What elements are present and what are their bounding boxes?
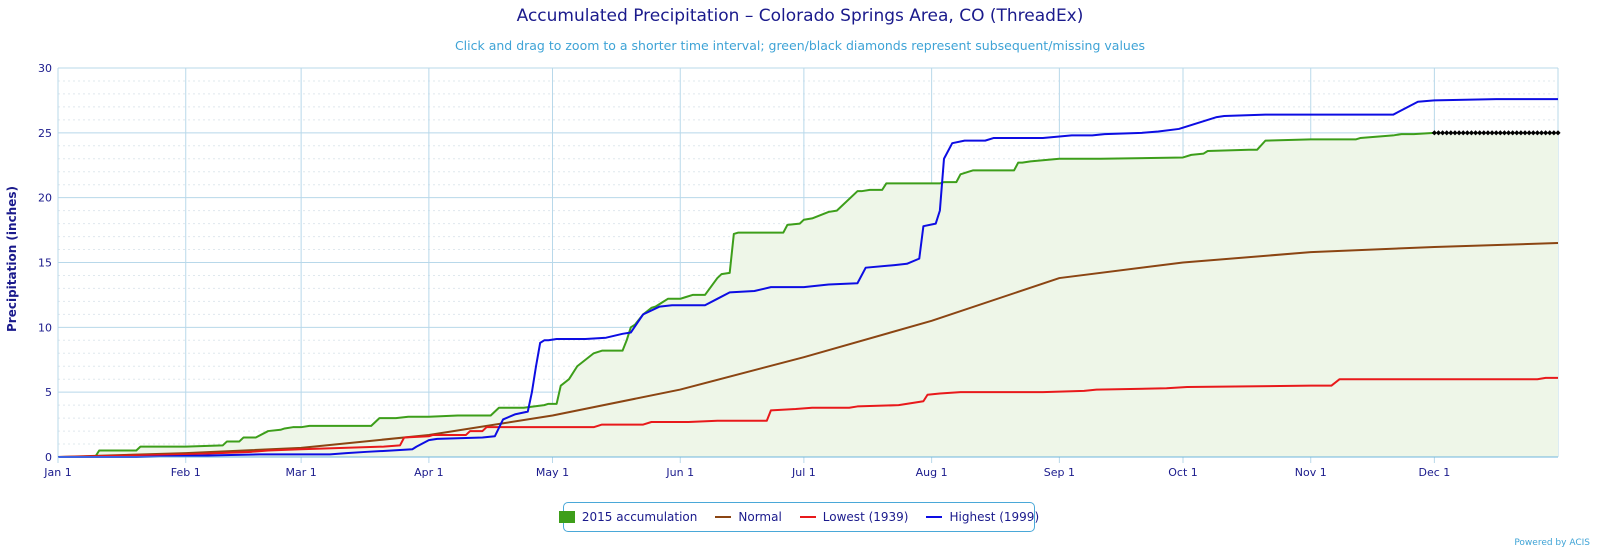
missing-value-diamond <box>1477 130 1483 136</box>
x-tick-label: Jan 1 <box>43 466 71 479</box>
legend-item-accumulation[interactable]: 2015 accumulation <box>558 510 698 524</box>
missing-value-diamond <box>1489 130 1495 136</box>
x-tick-label: Aug 1 <box>916 466 948 479</box>
missing-value-diamond <box>1501 130 1508 136</box>
missing-value-diamond <box>1551 130 1557 136</box>
x-tick-label: Nov 1 <box>1295 466 1327 479</box>
y-tick-label: 0 <box>45 451 52 464</box>
series-layer <box>57 98 1561 458</box>
chart-title: Accumulated Precipitation – Colorado Spr… <box>516 6 1084 26</box>
x-tick-label: Apr 1 <box>414 466 444 479</box>
missing-value-diamond <box>1543 130 1549 136</box>
y-tick-label: 10 <box>38 321 52 334</box>
legend-swatch-accumulation <box>558 511 575 523</box>
missing-value-diamond <box>1518 130 1524 136</box>
series-lowest-line <box>57 376 1558 458</box>
missing-value-diamond <box>1522 130 1528 136</box>
chart-subtitle: Click and drag to zoom to a shorter time… <box>454 38 1146 53</box>
missing-value-diamond <box>1493 130 1499 136</box>
missing-value-diamond <box>1448 130 1454 136</box>
x-tick-label: Mar 1 <box>286 466 317 479</box>
missing-value-diamond <box>1555 130 1561 136</box>
missing-value-diamond <box>1547 130 1553 136</box>
missing-value-diamond <box>1472 130 1479 136</box>
missing-value-diamond <box>1452 130 1458 136</box>
legend-swatch-normal <box>715 516 732 518</box>
legend-item-highest[interactable]: Highest (1999) <box>926 510 1039 524</box>
missing-value-diamond <box>1440 130 1446 136</box>
legend-label-accumulation: 2015 accumulation <box>581 510 698 524</box>
x-tick-label: Jun 1 <box>665 466 694 479</box>
missing-value-diamond <box>1464 130 1470 136</box>
missing-value-diamond <box>1510 130 1516 136</box>
legend-swatch-highest <box>926 516 943 518</box>
y-axis-label: Precipitation (inches) <box>5 186 19 332</box>
legend-item-normal[interactable]: Normal <box>715 510 782 524</box>
series-normal-line <box>57 242 1559 458</box>
missing-value-diamond <box>1538 130 1545 136</box>
chart-legend: 2015 accumulation Normal Lowest (1939) H… <box>558 502 1039 532</box>
x-tick-label: May 1 <box>536 466 569 479</box>
missing-value-diamond <box>1497 130 1503 136</box>
series-highest-line <box>58 98 1558 458</box>
legend-label-highest: Highest (1999) <box>949 510 1040 524</box>
legend-label-normal: Normal <box>738 510 782 524</box>
missing-value-diamond <box>1444 130 1450 136</box>
legend-item-lowest[interactable]: Lowest (1939) <box>799 510 909 524</box>
x-tick-label: Sep 1 <box>1044 466 1075 479</box>
missing-value-diamond <box>1481 130 1487 136</box>
x-tick-label: Oct 1 <box>1168 466 1198 479</box>
y-tick-label: 25 <box>38 127 52 140</box>
missing-value-diamond <box>1435 130 1442 136</box>
missing-value-diamond <box>1530 130 1536 136</box>
x-tick-label: Feb 1 <box>171 466 201 479</box>
legend-swatch-lowest <box>799 516 816 518</box>
acis-credit-link[interactable]: Powered by ACIS <box>1514 538 1590 548</box>
x-tick-label: Jul 1 <box>791 466 816 479</box>
missing-value-diamond <box>1526 130 1532 136</box>
legend-label-lowest: Lowest (1939) <box>822 510 909 524</box>
x-tick-label: Dec 1 <box>1418 466 1450 479</box>
series-accumulation-line <box>58 131 1435 458</box>
axis-layer: 0 5 10 15 20 25 30 Jan 1 Feb 1 Mar 1 Apr 1 May 1 Jun… <box>38 62 1558 479</box>
missing-value-diamond <box>1505 130 1512 136</box>
y-tick-label: 30 <box>38 62 52 75</box>
missing-value-diamond <box>1468 130 1475 136</box>
missing-value-diamond <box>1514 130 1520 136</box>
y-tick-label: 20 <box>38 192 52 205</box>
missing-value-diamond <box>1460 130 1466 136</box>
series-accumulation-area <box>58 132 1558 458</box>
missing-value-diamond <box>1534 130 1540 136</box>
missing-value-diamond <box>1456 130 1462 136</box>
y-tick-label: 15 <box>38 257 52 270</box>
missing-value-diamond <box>1485 130 1491 136</box>
y-tick-label: 5 <box>45 386 52 399</box>
missing-value-diamond <box>1431 130 1437 136</box>
